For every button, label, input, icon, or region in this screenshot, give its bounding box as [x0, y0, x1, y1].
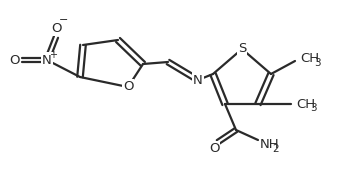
Text: 2: 2: [273, 144, 279, 154]
Text: N: N: [42, 54, 52, 66]
Text: O: O: [9, 54, 19, 66]
Text: CH: CH: [296, 98, 315, 110]
Text: N: N: [193, 74, 203, 86]
Text: O: O: [209, 143, 219, 155]
Text: NH: NH: [260, 139, 280, 151]
Text: 3: 3: [314, 58, 320, 68]
Text: S: S: [238, 43, 246, 56]
Text: O: O: [123, 80, 133, 94]
Text: CH: CH: [300, 52, 319, 66]
Text: +: +: [49, 50, 57, 60]
Text: −: −: [59, 15, 69, 25]
Text: 3: 3: [310, 103, 316, 113]
Text: O: O: [51, 21, 61, 35]
